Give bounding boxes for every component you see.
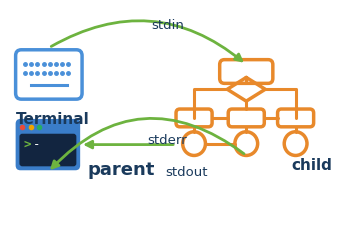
Text: child: child [292, 158, 333, 173]
Text: Terminal: Terminal [16, 112, 89, 126]
Text: parent: parent [88, 161, 155, 179]
Text: stderr: stderr [148, 133, 187, 146]
FancyBboxPatch shape [19, 134, 76, 166]
Text: stdout: stdout [165, 166, 208, 179]
FancyBboxPatch shape [16, 119, 80, 171]
Text: stdin: stdin [151, 19, 184, 32]
Text: -: - [33, 137, 40, 150]
Text: >: > [23, 137, 31, 150]
